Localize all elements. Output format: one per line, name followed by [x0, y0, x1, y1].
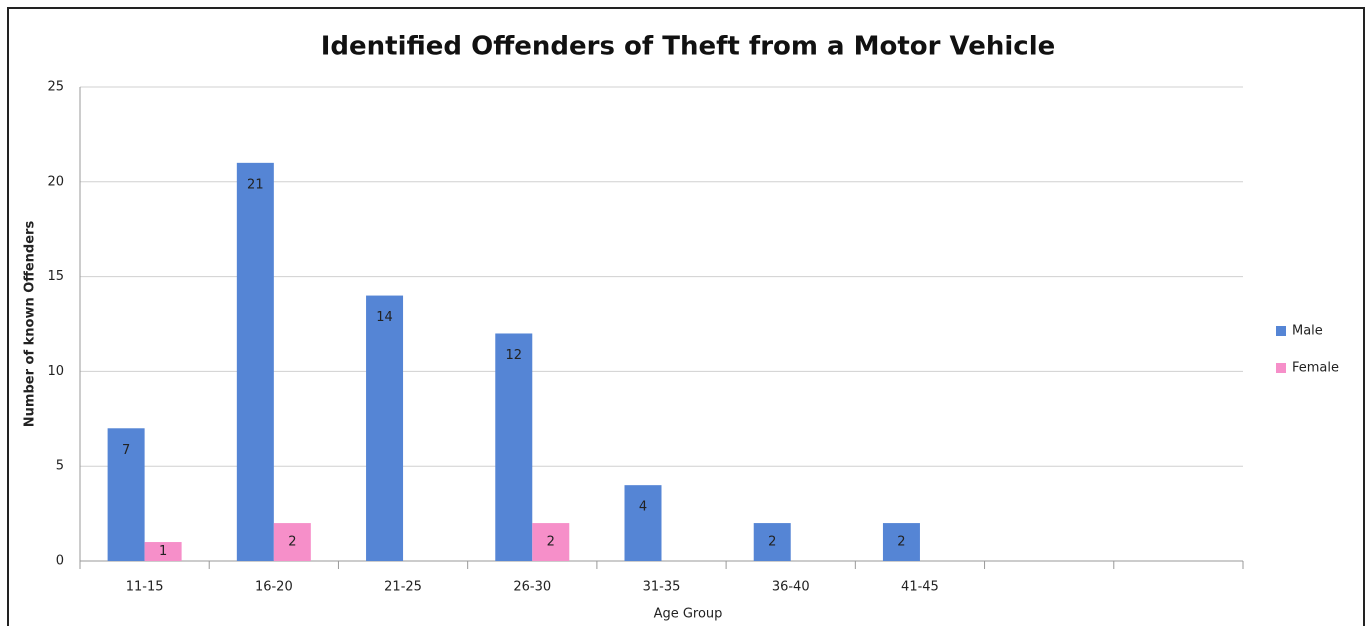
- legend-swatch: [1276, 363, 1286, 373]
- data-label: 2: [768, 535, 776, 550]
- legend-swatch: [1276, 326, 1286, 336]
- bar: [495, 333, 533, 561]
- y-tick-label: 10: [47, 364, 64, 379]
- x-tick-label: 16-20: [255, 580, 293, 595]
- bar: [532, 523, 570, 561]
- legend-label: Female: [1292, 361, 1339, 376]
- bar: [236, 162, 274, 561]
- bar: [273, 523, 311, 561]
- data-label: 2: [288, 535, 296, 550]
- x-tick-label: 41-45: [901, 580, 939, 595]
- bar: [107, 428, 145, 561]
- y-axis-title: Number of known Offenders: [23, 221, 38, 428]
- bar: [624, 485, 662, 561]
- data-label: 14: [376, 310, 393, 325]
- data-label: 7: [122, 443, 130, 458]
- x-tick-label: 36-40: [772, 580, 810, 595]
- data-label: 1: [159, 544, 167, 559]
- y-tick-label: 5: [56, 459, 64, 474]
- y-tick-label: 25: [47, 80, 64, 95]
- y-tick-label: 15: [47, 269, 64, 284]
- bar: [753, 523, 791, 561]
- data-label: 12: [506, 348, 523, 363]
- x-tick-label: 26-30: [513, 580, 551, 595]
- y-tick-label: 20: [47, 174, 64, 189]
- bar: [144, 542, 182, 561]
- data-label: 2: [547, 535, 555, 550]
- y-tick-label: 0: [56, 554, 64, 569]
- bar: [882, 523, 920, 561]
- legend-label: Male: [1292, 324, 1323, 339]
- chart-frame: [7, 7, 1365, 626]
- data-label: 2: [897, 535, 905, 550]
- data-label: 21: [247, 177, 264, 192]
- bar: [366, 295, 404, 561]
- x-tick-label: 21-25: [384, 580, 422, 595]
- x-axis-title: Age Group: [654, 607, 723, 622]
- x-tick-label: 11-15: [126, 580, 164, 595]
- x-tick-label: 31-35: [643, 580, 681, 595]
- chart-title: Identified Offenders of Theft from a Mot…: [321, 32, 1056, 62]
- data-label: 4: [639, 500, 647, 515]
